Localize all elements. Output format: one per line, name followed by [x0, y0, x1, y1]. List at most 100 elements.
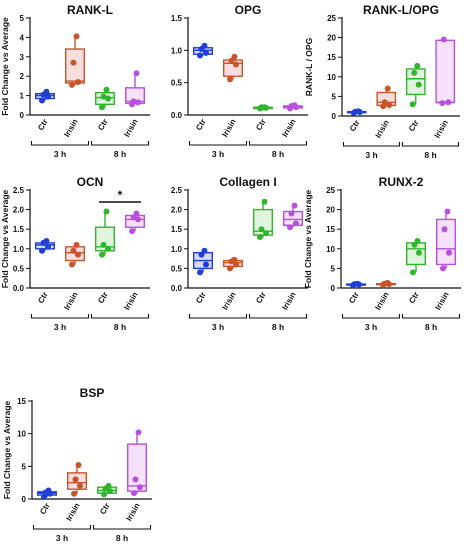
x-category-label: Irisin: [374, 118, 391, 139]
data-point: [105, 482, 112, 489]
y-tick-label: 20: [327, 34, 336, 43]
y-tick-label: 0.5: [171, 79, 183, 88]
group-bracket: [342, 142, 401, 147]
data-point: [197, 269, 203, 276]
group-label: 3 h: [212, 149, 224, 159]
data-point: [257, 234, 263, 241]
data-point: [414, 62, 421, 69]
data-point: [45, 93, 51, 100]
data-point: [133, 70, 140, 77]
x-category-label: Irisin: [62, 117, 79, 138]
y-axis-label: Fold Change vs Average: [2, 400, 12, 499]
x-category-label: Irisin: [220, 117, 237, 138]
x-category-label: Ctr: [194, 291, 208, 306]
x-category-label: Irisin: [124, 501, 141, 522]
y-tick-label: 4: [20, 33, 25, 42]
significance-marker: *: [118, 188, 123, 202]
data-point: [130, 98, 137, 105]
y-tick-label: 5: [331, 264, 336, 273]
data-point: [70, 247, 77, 254]
box-irisin-8h: [283, 102, 304, 112]
chart-title: Collagen I: [219, 175, 276, 189]
box-body: [435, 39, 456, 104]
data-point: [131, 490, 137, 497]
data-point: [39, 97, 45, 104]
data-point: [414, 237, 421, 244]
data-point: [258, 226, 265, 233]
x-category-label: Ctr: [96, 291, 110, 306]
y-tick-label: 0.5: [171, 264, 183, 273]
box-irisin-3h: [64, 241, 85, 268]
box-irisin-8h: [124, 210, 145, 235]
y-tick-label: 25: [327, 14, 336, 23]
group-bracket: [92, 525, 152, 530]
data-point: [263, 230, 269, 237]
box-irisin-8h: [126, 429, 147, 497]
data-point: [70, 59, 77, 66]
data-point: [101, 491, 107, 498]
box-ctr-8h: [405, 62, 426, 108]
data-point: [445, 99, 452, 106]
data-point: [411, 69, 418, 76]
box-irisin-3h: [222, 256, 243, 272]
data-point: [409, 101, 416, 108]
y-tick-label: 0.0: [171, 284, 183, 293]
group-label: 3 h: [56, 533, 68, 543]
x-category-label: Irisin: [373, 290, 390, 311]
y-tick-label: 1.5: [13, 225, 25, 234]
data-point: [384, 85, 391, 92]
data-point: [386, 102, 393, 109]
box-ctr-8h: [252, 104, 273, 112]
group-label: 3 h: [54, 322, 66, 332]
y-tick-label: 5: [22, 462, 27, 471]
data-point: [135, 216, 141, 223]
y-tick-label: 20: [326, 206, 335, 215]
x-category-label: Irisin: [122, 117, 139, 138]
data-point: [415, 81, 422, 88]
chart-title: RANK-L: [67, 3, 113, 17]
group-bracket: [30, 141, 90, 146]
data-point: [45, 243, 51, 250]
data-point: [75, 251, 81, 258]
box-ctr-3h: [346, 280, 367, 289]
group-bracket: [90, 141, 150, 146]
data-point: [440, 36, 447, 43]
data-point: [440, 265, 446, 272]
data-point: [43, 88, 50, 95]
data-point: [227, 265, 233, 272]
box-ctr-8h: [94, 208, 115, 258]
data-point: [381, 99, 388, 106]
data-point: [384, 279, 391, 286]
data-point: [227, 76, 233, 83]
data-point: [137, 484, 143, 491]
y-tick-label: 2.0: [13, 206, 25, 215]
data-point: [75, 79, 81, 86]
y-axis-label: Fold Change vs Average: [0, 17, 10, 116]
x-category-label: Ctr: [36, 291, 50, 306]
data-point: [287, 224, 293, 231]
y-tick-label: 3: [20, 53, 25, 62]
y-tick-label: 0.0: [171, 111, 183, 120]
chart-title: BSP: [80, 386, 105, 400]
group-bracket: [188, 314, 248, 319]
box-body: [64, 48, 85, 84]
x-category-label: Irisin: [433, 118, 450, 139]
box-ctr-3h: [35, 88, 56, 104]
box-ctr-8h: [94, 86, 115, 111]
group-label: 8 h: [272, 149, 284, 159]
y-tick-label: 1.0: [171, 46, 183, 55]
data-point: [416, 249, 422, 256]
chart-title: RANK-L/OPG: [363, 3, 439, 17]
data-point: [233, 261, 239, 268]
box-irisin-8h: [435, 36, 456, 107]
group-label: 3 h: [54, 149, 66, 159]
y-tick-label: 15: [326, 225, 335, 234]
data-point: [231, 256, 238, 263]
box-ctr-3h: [192, 247, 213, 276]
data-point: [103, 86, 110, 93]
chart-title: OCN: [77, 175, 104, 189]
y-tick-label: 0: [20, 111, 25, 120]
group-label: 3 h: [365, 322, 377, 332]
data-point: [105, 95, 111, 102]
chart-panel-1: RANK-L Fold Change vs Average 0 1 2 3 4 5 Ctr Iri…: [0, 3, 150, 159]
